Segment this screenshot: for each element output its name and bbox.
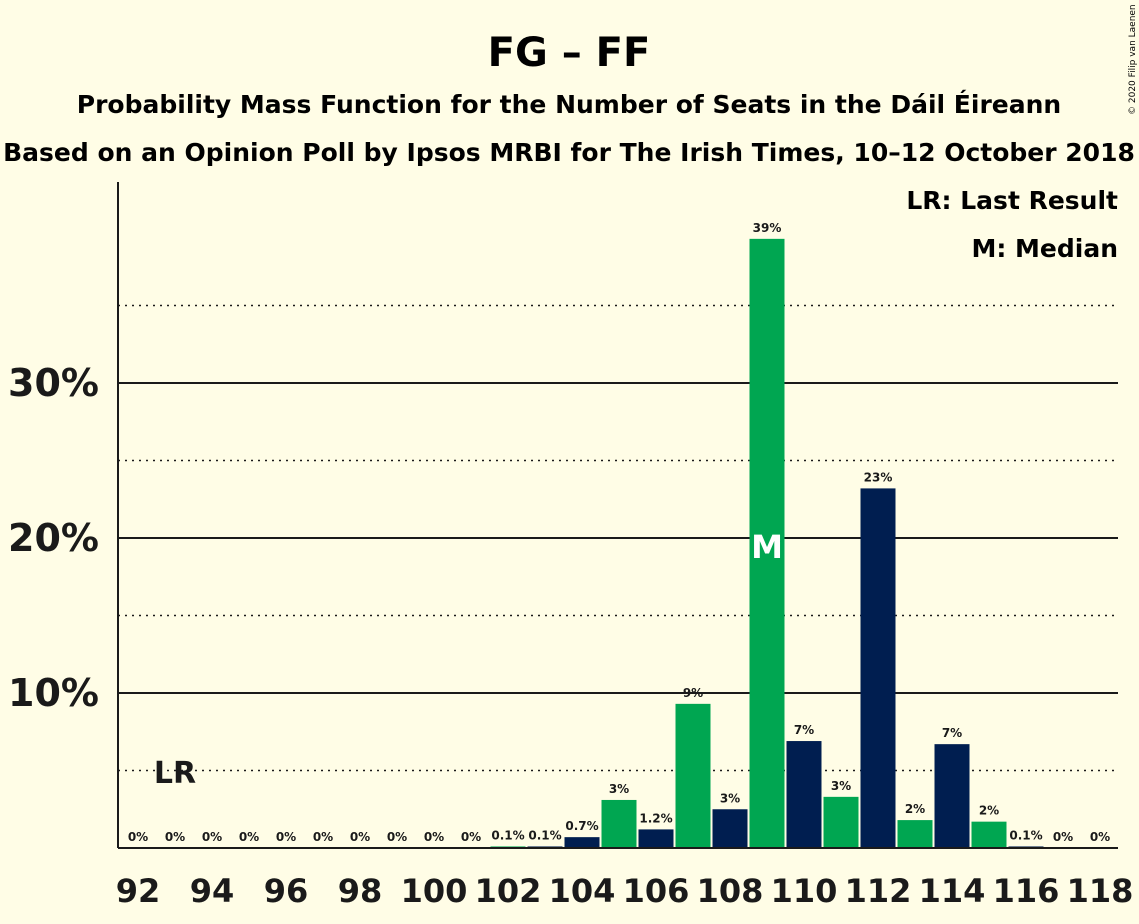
data-label-101: 0%: [461, 830, 481, 844]
chart-subtitle-2: Based on an Opinion Poll by Ipsos MRBI f…: [3, 138, 1135, 167]
data-label-93: 0%: [165, 830, 185, 844]
data-label-105: 3%: [609, 782, 629, 796]
data-label-106: 1.2%: [639, 811, 672, 825]
data-label-97: 0%: [313, 830, 333, 844]
bar-114: [934, 744, 970, 848]
bar-111: [823, 796, 859, 848]
bar-106: [638, 829, 674, 848]
data-label-104: 0.7%: [565, 819, 598, 833]
chart-subtitle-1: Probability Mass Function for the Number…: [77, 90, 1061, 119]
bar-104: [564, 837, 600, 848]
x-tick-label-98: 98: [338, 872, 383, 910]
data-label-94: 0%: [202, 830, 222, 844]
data-label-102: 0.1%: [491, 828, 524, 842]
data-label-98: 0%: [350, 830, 370, 844]
x-tick-label-100: 100: [401, 872, 468, 910]
x-tick-label-106: 106: [623, 872, 690, 910]
y-tick-label-10: 10%: [8, 671, 99, 715]
x-tick-label-108: 108: [697, 872, 764, 910]
legend-median: M: Median: [971, 234, 1118, 263]
chart-title: FG – FF: [488, 30, 651, 76]
x-tick-label-96: 96: [264, 872, 309, 910]
x-tick-label-102: 102: [475, 872, 542, 910]
bar-113: [897, 820, 933, 848]
axes: [117, 182, 1118, 849]
x-tick-label-112: 112: [845, 872, 912, 910]
x-tick-label-110: 110: [771, 872, 838, 910]
bar-109: [749, 238, 785, 849]
data-label-114: 7%: [942, 726, 962, 740]
copyright-notice: © 2020 Filip van Laenen: [1128, 4, 1138, 115]
median-marker: M: [751, 528, 783, 566]
last-result-marker: LR: [154, 756, 196, 791]
y-tick-label-30: 30%: [8, 361, 99, 405]
x-tick-label-104: 104: [549, 872, 616, 910]
data-label-115: 2%: [979, 804, 999, 818]
data-label-113: 2%: [905, 802, 925, 816]
x-tick-label-92: 92: [116, 872, 161, 910]
data-label-118: 0%: [1090, 830, 1110, 844]
bars: [490, 238, 1044, 849]
data-labels: 0% 0% 0% 0% 0% 0% 0% 0% 0% 0% 0.1% 0.1% 0.7% 3% 1.2% 9%…: [128, 221, 1110, 844]
data-label-96: 0%: [276, 830, 296, 844]
legend-last-result: LR: Last Result: [906, 186, 1118, 215]
data-label-103: 0.1%: [528, 828, 561, 842]
data-label-100: 0%: [424, 830, 444, 844]
bar-108: [712, 809, 748, 848]
data-label-95: 0%: [239, 830, 259, 844]
data-label-92: 0%: [128, 830, 148, 844]
data-label-109: 39%: [753, 221, 782, 235]
bar-107: [675, 703, 711, 848]
x-tick-label-94: 94: [190, 872, 235, 910]
data-label-116: 0.1%: [1009, 828, 1042, 842]
data-label-112: 23%: [864, 470, 893, 484]
data-label-117: 0%: [1053, 830, 1073, 844]
bar-112: [860, 488, 896, 848]
data-label-111: 3%: [831, 779, 851, 793]
bar-110: [786, 741, 822, 848]
data-label-110: 7%: [794, 723, 814, 737]
data-label-108: 3%: [720, 791, 740, 805]
x-tick-label-114: 114: [919, 872, 986, 910]
x-tick-label-116: 116: [993, 872, 1060, 910]
y-tick-label-20: 20%: [8, 516, 99, 560]
data-label-99: 0%: [387, 830, 407, 844]
data-label-107: 9%: [683, 686, 703, 700]
bar-105: [601, 799, 637, 848]
x-tick-label-118: 118: [1067, 872, 1134, 910]
bar-115: [971, 821, 1007, 848]
tick-labels: 10%20%30%92 94 96 98 100 102 104 106 108 110 112 11…: [8, 361, 1133, 910]
